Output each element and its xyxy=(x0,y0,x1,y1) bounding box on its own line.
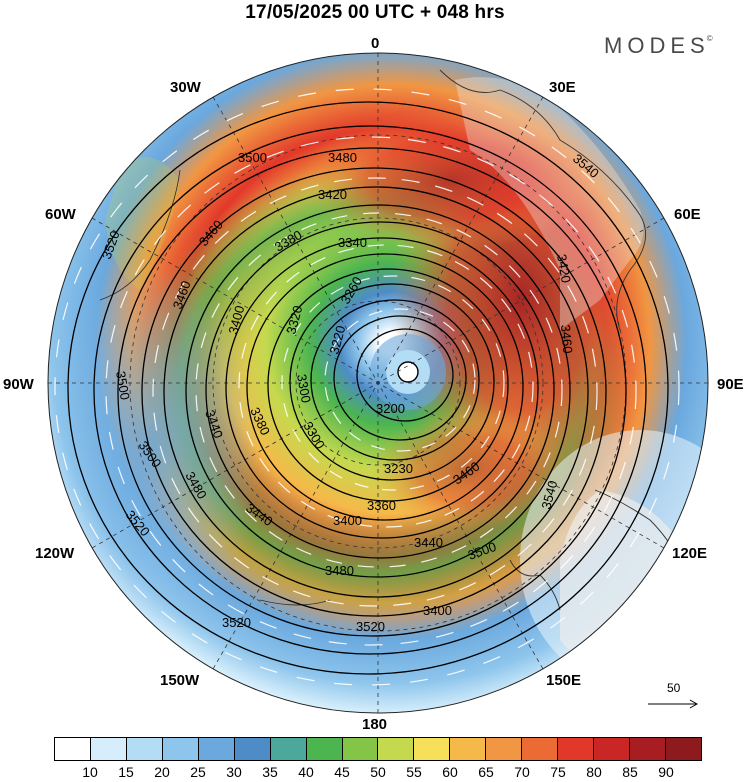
contour-label: 3460 xyxy=(558,324,575,354)
legend-tick-label: 85 xyxy=(622,764,638,780)
contour-label: 3420 xyxy=(318,187,347,202)
legend-swatch xyxy=(665,738,701,760)
legend-swatch xyxy=(126,738,163,760)
lon-label-30e: 30E xyxy=(549,79,576,96)
legend-tick-label: 40 xyxy=(298,764,314,780)
contour-label: 3420 xyxy=(554,253,574,284)
contour-label: 3440 xyxy=(414,535,443,550)
legend-tick-label: 30 xyxy=(226,764,242,780)
lon-label-0: 0 xyxy=(371,35,380,52)
map-title: 17/05/2025 00 UTC + 048 hrs xyxy=(245,2,505,23)
legend-swatch xyxy=(90,738,127,760)
legend-tick-label: 25 xyxy=(190,764,206,780)
legend-swatch xyxy=(522,738,559,760)
contour-label: 3540 xyxy=(538,479,560,511)
contour-label: 3480 xyxy=(325,563,354,578)
contour-label: 3320 xyxy=(283,304,305,336)
lon-label-90e: 90E xyxy=(717,376,744,393)
contour-label: 3340 xyxy=(338,235,367,250)
legend-swatch xyxy=(486,738,523,760)
contour-label: 3360 xyxy=(367,498,396,513)
map-boundary xyxy=(47,52,709,714)
contour-label: 3400 xyxy=(423,603,452,618)
legend-swatch xyxy=(630,738,666,760)
legend-tick-label: 65 xyxy=(478,764,494,780)
legend-swatch xyxy=(162,738,199,760)
contour-label: 3200 xyxy=(376,401,405,416)
contour-label: 3500 xyxy=(113,370,133,401)
legend-swatch xyxy=(306,738,343,760)
landmass-south-america xyxy=(105,157,180,290)
contour-label: 3500 xyxy=(238,150,267,165)
legend-tick-label: 35 xyxy=(262,764,278,780)
contour-label: 3520 xyxy=(356,619,385,634)
lon-label-30w: 30W xyxy=(170,79,201,96)
legend-tick-label: 70 xyxy=(514,764,530,780)
legend-swatch xyxy=(234,738,271,760)
color-legend xyxy=(54,737,702,761)
graticule xyxy=(48,53,708,713)
legend-swatch xyxy=(55,738,91,760)
legend-swatch xyxy=(198,738,235,760)
legend-tick-label: 75 xyxy=(550,764,566,780)
height-contours xyxy=(67,101,669,675)
legend-swatch xyxy=(378,738,415,760)
legend-tick-label: 10 xyxy=(82,764,98,780)
wind-reference-arrow xyxy=(648,699,699,709)
legend-tick-label: 90 xyxy=(658,764,674,780)
lon-label-180: 180 xyxy=(362,716,388,733)
legend-swatch xyxy=(270,738,307,760)
legend-tick-label: 15 xyxy=(118,764,134,780)
legend-tick-label: 50 xyxy=(370,764,386,780)
contour-label: 3480 xyxy=(328,150,357,165)
lon-label-150w: 150W xyxy=(160,672,200,689)
lon-label-60w: 60W xyxy=(45,206,76,223)
lon-label-120w: 120W xyxy=(35,545,75,562)
legend-tick-label: 20 xyxy=(154,764,170,780)
legend-swatch xyxy=(558,738,595,760)
legend-swatch xyxy=(342,738,379,760)
legend-swatch xyxy=(414,738,451,760)
legend-tick-label: 45 xyxy=(334,764,350,780)
contour-label: 3520 xyxy=(222,615,251,630)
contour-label: 3300 xyxy=(294,373,314,404)
lon-label-90w: 90W xyxy=(3,376,34,393)
legend-tick-label: 55 xyxy=(406,764,422,780)
contour-label: 3220 xyxy=(326,324,348,356)
lon-label-60e: 60E xyxy=(674,206,701,223)
legend-tick-label: 80 xyxy=(586,764,602,780)
legend-tick-label: 60 xyxy=(442,764,458,780)
contour-label: 3400 xyxy=(333,513,362,528)
contour-label: 3400 xyxy=(225,304,247,336)
brand-logo: MODES© xyxy=(604,33,713,58)
contour-label: 3230 xyxy=(384,461,413,476)
lon-label-150e: 150E xyxy=(546,672,582,689)
wind-reference-label: 50 xyxy=(667,681,681,695)
legend-swatch xyxy=(450,738,487,760)
lon-label-120e: 120E xyxy=(672,545,708,562)
wind-vectors xyxy=(54,88,680,686)
legend-swatch xyxy=(594,738,630,760)
